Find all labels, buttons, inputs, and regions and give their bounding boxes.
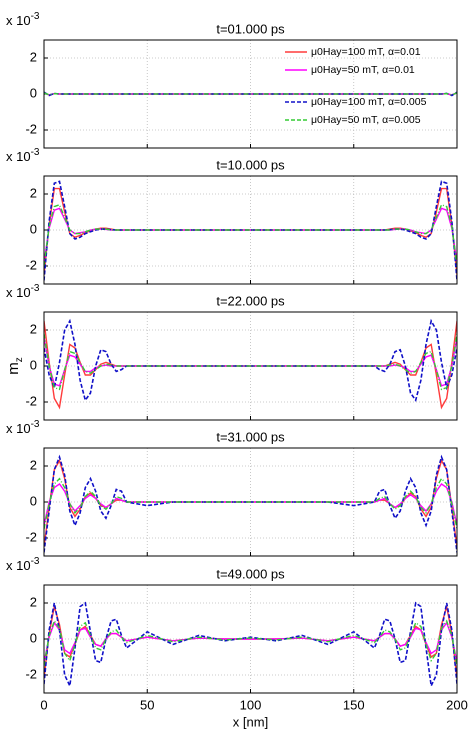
y-multiplier: x 10-3 [6,556,40,574]
chart-title: t=49.000 ps [216,566,285,581]
legend-label: μ0Hay=100 mT, α=0.01 [311,46,421,58]
series-group [44,180,457,281]
y-tick-label: 2 [30,49,37,64]
multiplier-exponent: -3 [31,419,40,430]
data-line [44,619,457,667]
series-group [44,601,457,689]
multiplier-base: x 10 [6,13,31,28]
x-tick-label: 100 [240,697,262,712]
legend-label: μ0Hay=100 mT, α=0.005 [311,96,427,108]
y-tick-label: 2 [30,321,37,336]
chart-title: t=01.000 ps [216,21,285,36]
series-group [44,318,457,410]
y-tick-label: 2 [30,457,37,472]
x-tick-label: 200 [446,697,468,712]
multiplier-base: x 10 [6,558,31,573]
chart-title: t=22.000 ps [216,293,285,308]
data-line [44,601,457,689]
data-line [44,621,457,663]
y-multiplier: x 10-3 [6,147,40,165]
legend-label: μ0Hay=50 mT, α=0.01 [311,64,415,76]
multiplier-exponent: -3 [31,283,40,294]
series-group [44,91,457,97]
axes-frame [43,584,458,694]
x-tick-label: 0 [40,697,47,712]
y-multiplier: x 10-3 [6,419,40,437]
series-group [44,454,457,553]
chart-title: t=10.000 ps [216,157,285,172]
axes-frame [43,39,458,149]
y-tick-label: -2 [25,257,37,272]
x-axis-label: x [nm] [233,714,268,729]
data-line [44,318,457,403]
multiplier-base: x 10 [6,149,31,164]
y-axis-label: mz [5,357,25,375]
y-tick-label: 2 [30,594,37,609]
y-tick-label: -2 [25,666,37,681]
data-line [44,333,457,391]
chart-title: t=31.000 ps [216,429,285,444]
axes-frame [43,447,458,557]
y-tick-label: 0 [30,221,37,236]
y-tick-label: 0 [30,493,37,508]
multiplier-base: x 10 [6,421,31,436]
legend-label: μ0Hay=50 mT, α=0.005 [311,114,421,126]
axes-frame [43,311,458,421]
y-tick-label: -2 [25,393,37,408]
y-axis-label-sub: z [14,357,25,362]
data-line [44,207,457,263]
multiplier-exponent: -3 [31,556,40,567]
data-line [44,92,457,96]
y-tick-label: 0 [30,85,37,100]
x-tick-label: 50 [140,697,154,712]
multiplier-exponent: -3 [31,147,40,158]
y-tick-label: 0 [30,357,37,372]
y-multiplier: x 10-3 [6,11,40,29]
y-tick-label: 2 [30,185,37,200]
multiplier-base: x 10 [6,285,31,300]
y-tick-label: -2 [25,121,37,136]
x-tick-label: 150 [343,697,365,712]
multiplier-exponent: -3 [31,11,40,22]
y-multiplier: x 10-3 [6,283,40,301]
y-axis-label-main: m [5,362,22,375]
data-line [44,203,457,267]
y-tick-label: -2 [25,529,37,544]
data-line [44,180,457,281]
data-line [44,477,457,530]
y-tick-label: 0 [30,630,37,645]
axes-frame [43,175,458,285]
